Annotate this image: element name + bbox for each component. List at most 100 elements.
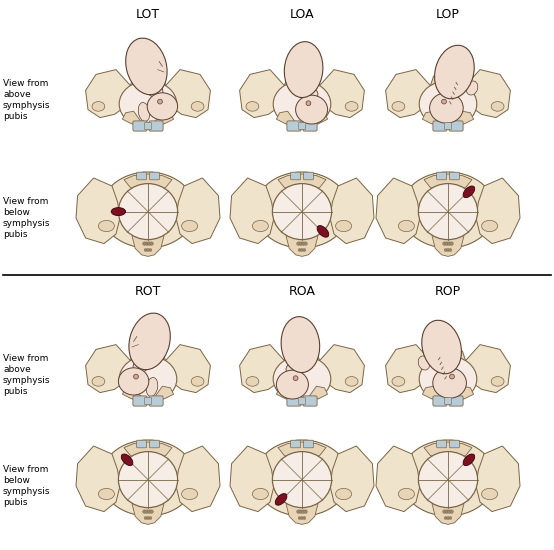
Circle shape (150, 242, 153, 245)
Ellipse shape (126, 38, 167, 95)
Polygon shape (86, 345, 134, 393)
Circle shape (450, 242, 453, 245)
Circle shape (157, 99, 162, 104)
Circle shape (448, 242, 451, 245)
Ellipse shape (429, 93, 463, 123)
Text: ROT: ROT (135, 285, 161, 298)
Ellipse shape (423, 343, 438, 363)
Circle shape (293, 376, 298, 381)
Polygon shape (432, 235, 464, 256)
Polygon shape (155, 386, 173, 399)
Ellipse shape (138, 102, 150, 122)
Circle shape (447, 516, 449, 519)
Ellipse shape (458, 68, 474, 88)
Ellipse shape (336, 221, 352, 232)
Ellipse shape (345, 102, 358, 111)
Ellipse shape (246, 102, 259, 111)
Ellipse shape (317, 226, 329, 237)
Polygon shape (432, 504, 464, 524)
Circle shape (443, 242, 446, 245)
Polygon shape (276, 386, 296, 399)
Ellipse shape (336, 488, 352, 499)
FancyBboxPatch shape (437, 440, 447, 448)
Ellipse shape (419, 81, 477, 127)
Polygon shape (286, 235, 318, 256)
Ellipse shape (119, 356, 177, 402)
Polygon shape (124, 174, 172, 191)
Ellipse shape (92, 377, 105, 386)
Circle shape (303, 249, 306, 251)
Ellipse shape (422, 320, 461, 374)
FancyBboxPatch shape (149, 121, 163, 131)
FancyBboxPatch shape (437, 172, 447, 180)
Ellipse shape (92, 102, 105, 111)
Ellipse shape (418, 356, 430, 370)
FancyBboxPatch shape (298, 398, 306, 404)
Ellipse shape (463, 186, 475, 197)
Ellipse shape (398, 488, 414, 499)
Circle shape (450, 510, 453, 513)
FancyBboxPatch shape (449, 440, 459, 448)
FancyBboxPatch shape (449, 172, 459, 180)
Circle shape (147, 516, 150, 519)
FancyBboxPatch shape (144, 398, 152, 404)
Circle shape (445, 510, 449, 513)
Polygon shape (424, 174, 472, 191)
Ellipse shape (276, 370, 309, 399)
Circle shape (449, 249, 452, 251)
Circle shape (306, 101, 311, 106)
Circle shape (447, 249, 449, 251)
Circle shape (150, 510, 153, 513)
Polygon shape (176, 178, 220, 244)
Polygon shape (476, 446, 520, 512)
FancyBboxPatch shape (444, 398, 452, 404)
Text: LOT: LOT (136, 8, 160, 21)
Polygon shape (386, 345, 434, 393)
Circle shape (445, 242, 449, 245)
Ellipse shape (345, 377, 358, 386)
Polygon shape (76, 446, 120, 512)
Circle shape (450, 374, 454, 379)
Circle shape (304, 510, 307, 513)
Circle shape (299, 242, 302, 245)
Polygon shape (86, 70, 134, 118)
Polygon shape (463, 70, 510, 118)
Ellipse shape (275, 493, 287, 505)
Ellipse shape (401, 440, 495, 516)
Polygon shape (309, 111, 327, 124)
Ellipse shape (392, 377, 405, 386)
Circle shape (149, 249, 152, 251)
Circle shape (134, 374, 138, 379)
Ellipse shape (481, 221, 497, 232)
Ellipse shape (284, 42, 323, 97)
Ellipse shape (302, 87, 318, 100)
Ellipse shape (146, 377, 158, 397)
Ellipse shape (401, 172, 495, 248)
Circle shape (301, 516, 304, 519)
Ellipse shape (463, 454, 475, 466)
FancyBboxPatch shape (137, 172, 147, 180)
Polygon shape (230, 446, 274, 512)
FancyBboxPatch shape (287, 121, 301, 131)
Circle shape (443, 510, 446, 513)
Ellipse shape (418, 184, 478, 240)
Ellipse shape (418, 452, 478, 508)
Polygon shape (430, 351, 465, 372)
Circle shape (145, 242, 148, 245)
Text: ROP: ROP (435, 285, 461, 298)
FancyBboxPatch shape (304, 440, 314, 448)
FancyBboxPatch shape (449, 121, 463, 131)
Ellipse shape (491, 377, 504, 386)
Circle shape (301, 510, 305, 513)
Circle shape (303, 516, 306, 519)
Polygon shape (132, 504, 164, 524)
Text: View from
above
symphysis
pubis: View from above symphysis pubis (3, 79, 50, 121)
Polygon shape (130, 351, 166, 372)
Text: LOA: LOA (290, 8, 314, 21)
Circle shape (142, 510, 146, 513)
Circle shape (298, 249, 301, 251)
Polygon shape (309, 386, 327, 399)
FancyBboxPatch shape (444, 123, 452, 129)
Ellipse shape (99, 488, 114, 499)
Ellipse shape (121, 454, 133, 466)
